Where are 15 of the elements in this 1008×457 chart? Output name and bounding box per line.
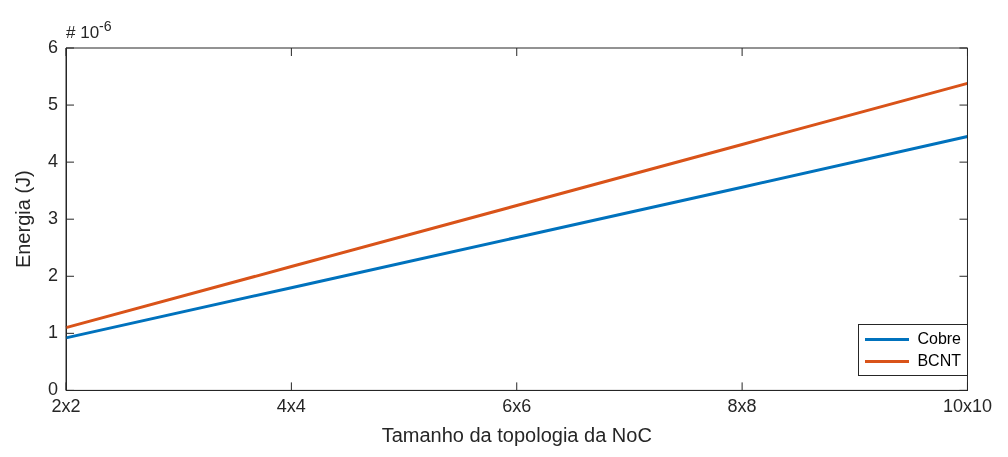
x-tick-label: 10x10 bbox=[942, 396, 992, 417]
legend-label: BCNT bbox=[917, 351, 961, 371]
text: # 10$^{-6}$ bbox=[66, 18, 112, 43]
x-tick-label: 4x4 bbox=[276, 396, 306, 417]
x-axis-title: Tamanho da topologia da NoC bbox=[381, 423, 652, 446]
y-tick-label: 3 bbox=[48, 208, 59, 229]
y-tick-label: 5 bbox=[48, 94, 59, 115]
y-tick-label: 6 bbox=[48, 36, 59, 57]
legend-label: Cobre bbox=[917, 329, 961, 349]
x-tick-label: 6x6 bbox=[502, 396, 532, 417]
y-tick-label: 4 bbox=[48, 151, 59, 172]
y-tick-label: 1 bbox=[48, 322, 59, 343]
y-tick-label: 2 bbox=[48, 265, 59, 286]
y-axis-title: Energia (J) bbox=[11, 170, 34, 269]
x-tick-label: 8x8 bbox=[727, 396, 757, 417]
